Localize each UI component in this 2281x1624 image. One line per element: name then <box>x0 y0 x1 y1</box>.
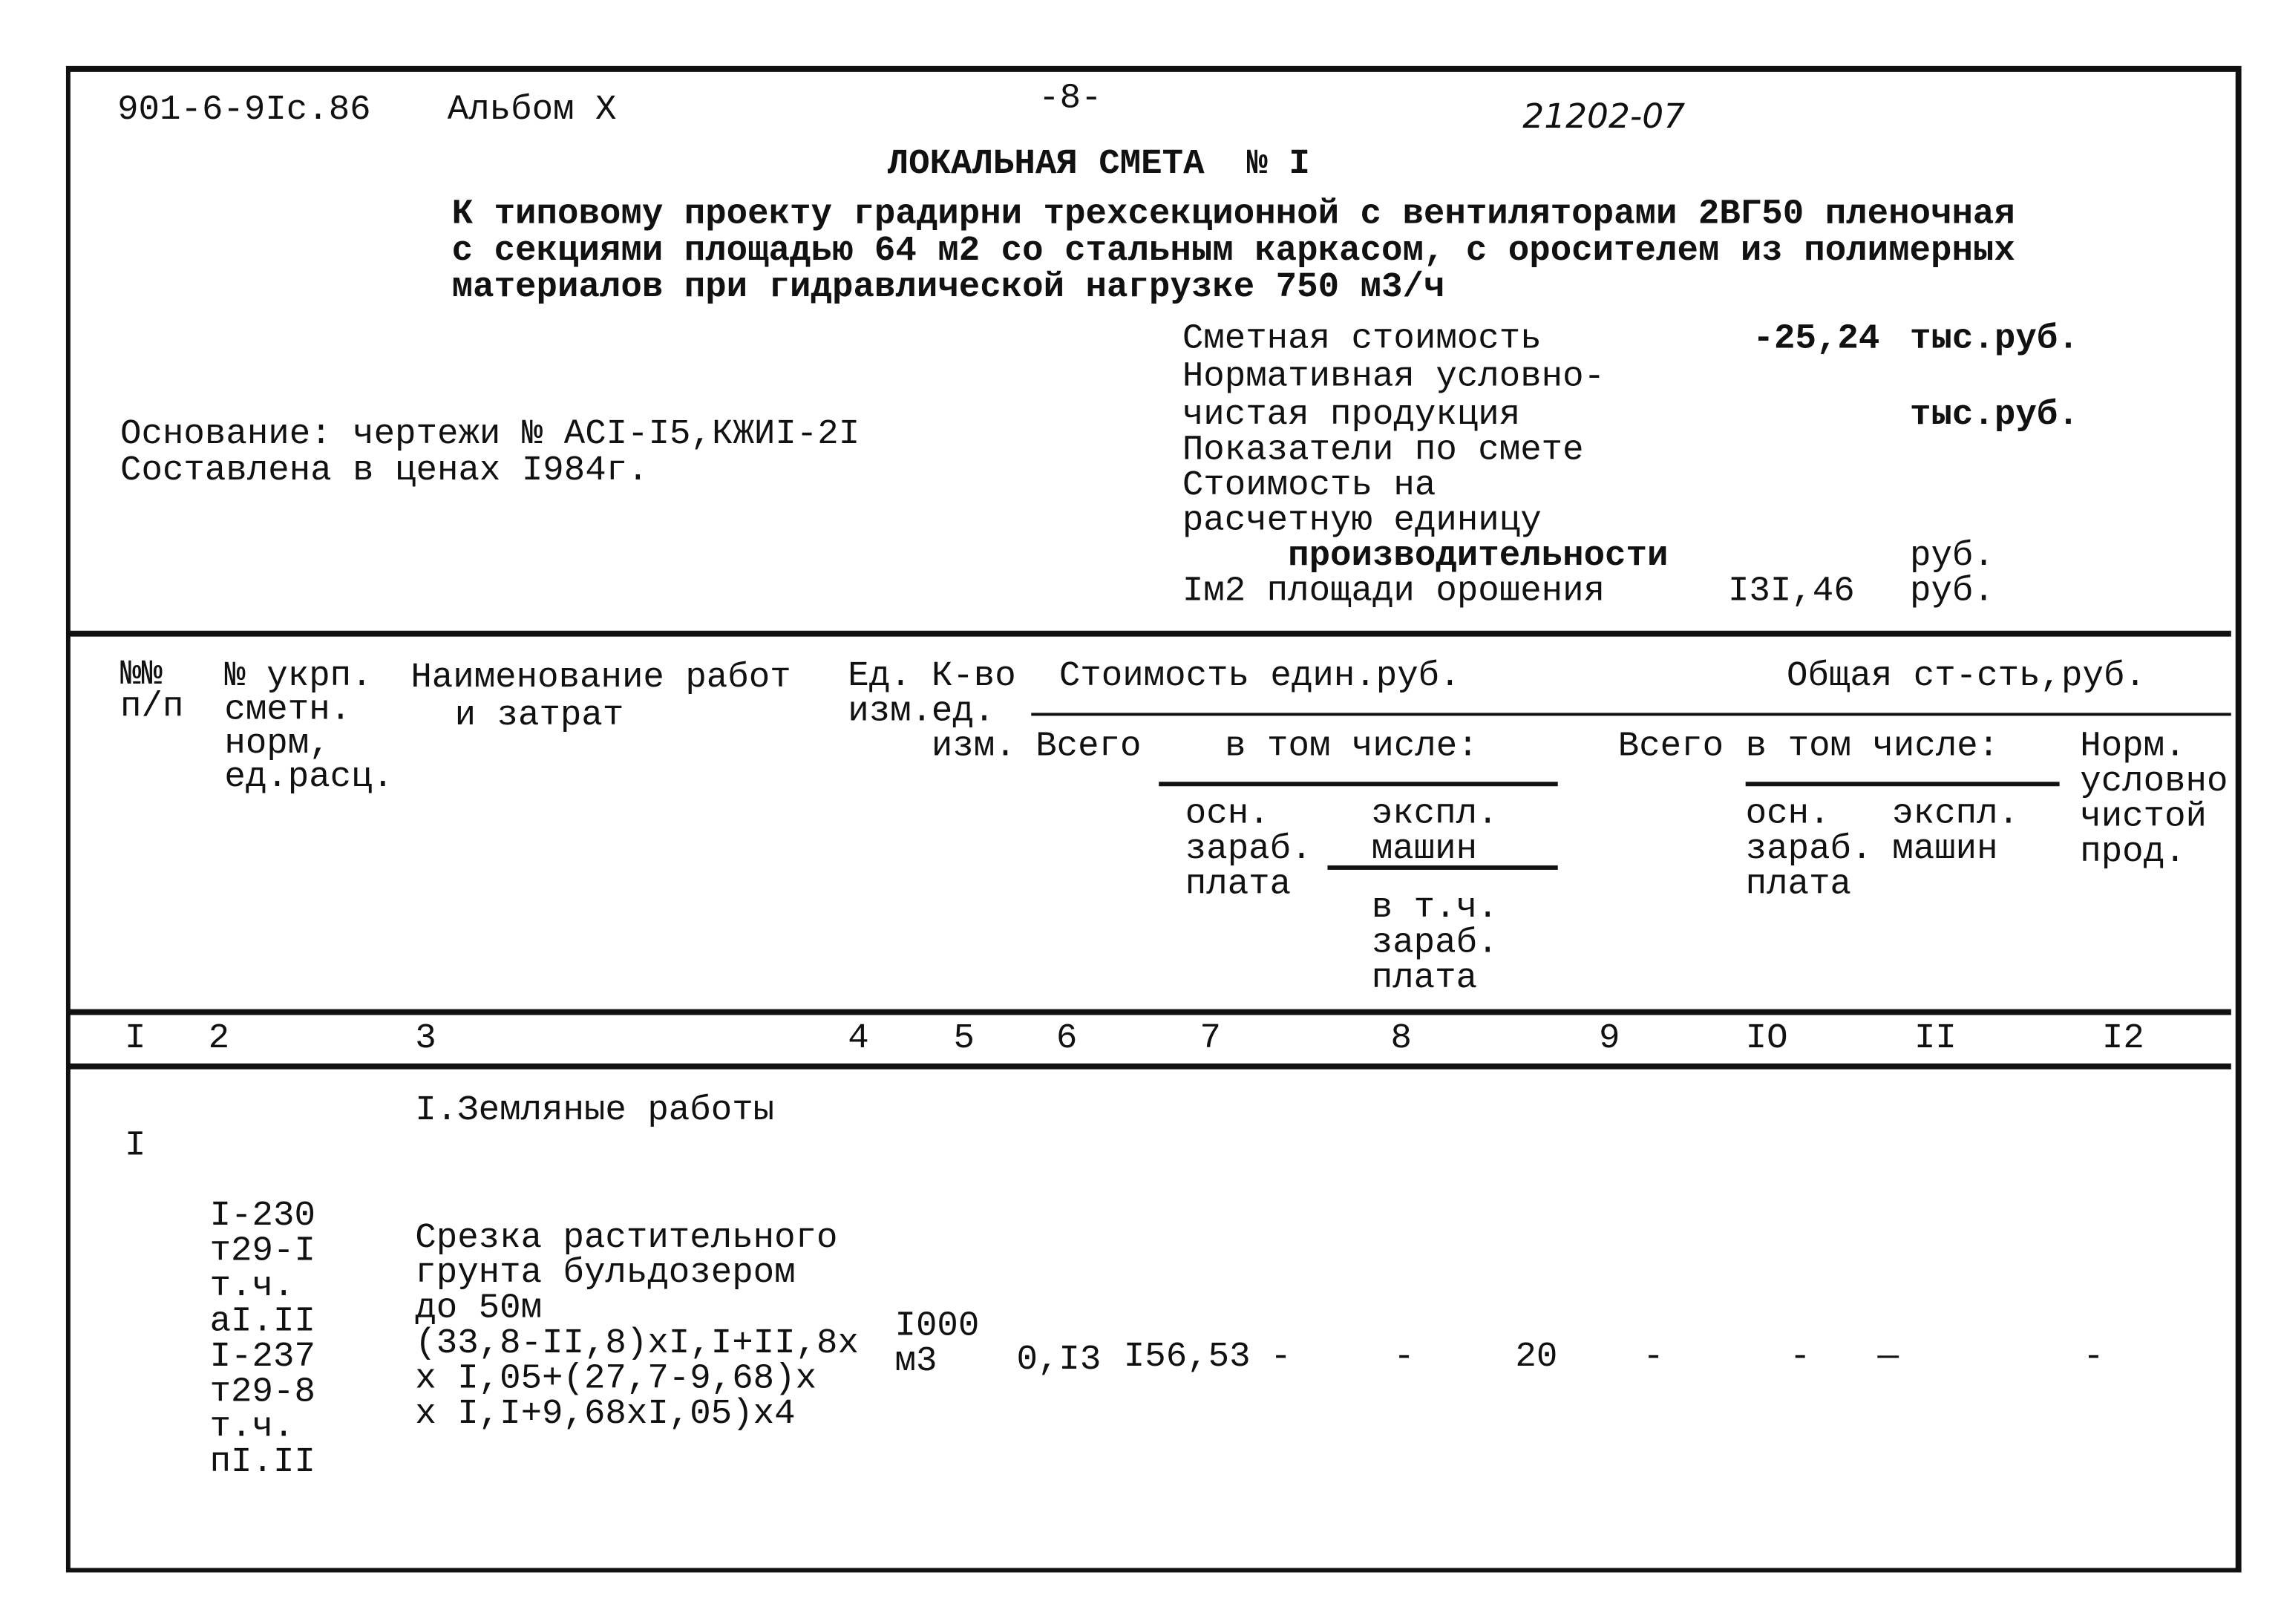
row-number: I <box>124 1126 146 1167</box>
row-unit-machine: - <box>1393 1337 1415 1378</box>
unit-incl-header: в том числе: <box>1225 727 1479 767</box>
doc-number: 21202-07 <box>1522 98 1686 137</box>
area-unit: руб. <box>1910 572 1994 612</box>
project-code: 901-6-9Ic.86 <box>117 91 371 131</box>
unit-cost-header: Стоимость един.руб. <box>1058 657 1461 697</box>
total-cost-header: Общая ст-сть,руб. <box>1787 657 2146 697</box>
page-frame <box>65 65 2242 1573</box>
header-bottom-rule <box>68 1009 2231 1015</box>
col-name-header: Наименование работ и затрат <box>410 658 791 737</box>
cost-value: -25,24 <box>1753 319 1880 360</box>
col-num-header: №№ п/п <box>120 655 184 728</box>
column-number: 5 <box>953 1019 975 1059</box>
unit-wage-header: осн. зараб. плата <box>1185 795 1312 906</box>
row-name: Срезка растительного грунта бульдозером до… <box>415 1219 859 1435</box>
unit-cost-label: Стоимость на <box>1182 466 1436 506</box>
row-total-wage: - <box>1643 1337 1664 1378</box>
column-number: 8 <box>1390 1019 1412 1059</box>
row-unit: I000 м3 <box>894 1306 980 1382</box>
table-top-rule <box>68 630 2231 637</box>
basis-line: Основание: чертежи № АСI-I5,КЖИI-2I <box>120 415 860 455</box>
col-unit-header: Ед. изм. <box>848 657 933 733</box>
productivity-unit: руб. <box>1910 537 1994 577</box>
total-incl-header: в том числе: <box>1745 727 2000 767</box>
row-total-machine-extra: — <box>1877 1337 1899 1378</box>
numbers-bottom-rule <box>68 1063 2231 1070</box>
area-label: Iм2 площади орошения <box>1182 572 1606 612</box>
column-number: I2 <box>2101 1019 2144 1059</box>
column-number: 3 <box>415 1019 436 1059</box>
page-number: -8- <box>1038 79 1102 119</box>
total-machine-header: экспл. машин <box>1892 795 2020 870</box>
unit-machine-header: экспл. машин <box>1371 795 1499 870</box>
unit-cost-label: расчетную единицу <box>1182 501 1542 542</box>
column-number: 6 <box>1056 1019 1078 1059</box>
area-value: I3I,46 <box>1727 572 1855 612</box>
album-label: Альбом X <box>447 91 617 131</box>
description-line: материалов при гидравлической нагрузке 7… <box>451 268 1445 309</box>
row-unit-total: I56,53 <box>1123 1337 1251 1378</box>
column-number: 2 <box>208 1019 230 1059</box>
unit-total-header: Всего <box>1035 727 1142 767</box>
incl-rule <box>1159 782 1558 787</box>
machine-wage-header: в т.ч. зараб. плата <box>1371 888 1499 999</box>
col-qty-header: К-во ед. изм. <box>931 657 1016 767</box>
column-number: 7 <box>1200 1019 1222 1059</box>
row-qty: 0,I3 <box>1016 1340 1102 1381</box>
machine-rule <box>1327 865 1558 870</box>
column-number: 9 <box>1599 1019 1620 1059</box>
column-number: IO <box>1745 1019 1788 1059</box>
cost-unit: тыс.руб. <box>1910 319 2079 360</box>
incl-rule <box>1745 782 2060 787</box>
cost-label: Сметная стоимость <box>1182 319 1542 360</box>
total-wage-header: осн. зараб. плата <box>1745 795 1873 906</box>
row-total-machine: - <box>1789 1337 1811 1378</box>
indicators-label: Показатели по смете <box>1182 431 1584 471</box>
column-number: II <box>1914 1019 1957 1059</box>
cost-group-rule <box>1031 713 2231 716</box>
norm-label: Нормативная условно- <box>1182 358 1606 398</box>
column-number: 4 <box>848 1019 869 1059</box>
description-line: с секциями площадью 64 м2 со стальным ка… <box>451 232 2015 272</box>
basis-line: Составлена в ценах I984г. <box>120 451 649 492</box>
description-line: К типовому проекту градирни трехсекционн… <box>451 194 2015 235</box>
norm-label: чистая продукция <box>1182 396 1521 436</box>
col-code-header: № укрп. сметн. норм, ед.расц. <box>224 657 394 799</box>
total-header: Всего <box>1617 727 1724 767</box>
row-norm: - <box>2083 1337 2104 1378</box>
row-codes: I-230 т29-I т.ч. аI.II I-237 т29-8 т.ч. пI.II <box>209 1196 315 1483</box>
norm-unit: тыс.руб. <box>1910 396 2079 436</box>
section-title: I.Земляные работы <box>415 1091 775 1131</box>
row-unit-wage: - <box>1270 1337 1292 1378</box>
productivity-label: производительности <box>1288 537 1669 577</box>
norm-header: Норм. условно чистой прод. <box>2080 727 2228 873</box>
document-title: ЛОКАЛЬНАЯ СМЕТА № I <box>887 145 1310 186</box>
column-number: I <box>124 1019 146 1059</box>
row-total: 20 <box>1515 1337 1558 1378</box>
